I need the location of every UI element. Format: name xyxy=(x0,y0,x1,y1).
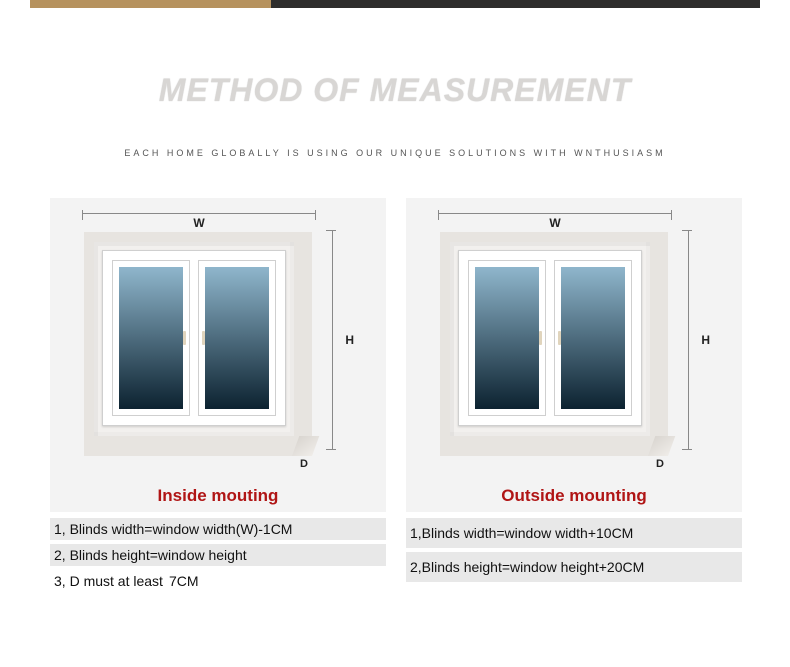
inside-rule-3-d-value: 7CM xyxy=(163,573,199,589)
top-bar-dark-segment xyxy=(271,0,760,8)
top-bar-accent-segment xyxy=(30,0,271,8)
mount-label-inside: Inside mouting xyxy=(50,486,386,506)
inside-rule-1: 1, Blinds width=window width(W)-1CM xyxy=(50,518,386,540)
dimension-width-label: W xyxy=(438,216,672,230)
page-title: METHOD OF MEASUREMENT xyxy=(0,72,790,109)
window-illustration xyxy=(84,232,312,456)
page-subtitle: EACH HOME GLOBALLY IS USING OUR UNIQUE S… xyxy=(0,148,790,158)
panel-inside-mounting: W H D Inside mouting xyxy=(50,198,386,512)
dimension-width: W xyxy=(438,210,672,228)
mount-label-outside: Outside mounting xyxy=(406,486,742,506)
window-diagram-outside: W H D xyxy=(426,208,722,468)
dimension-width-label: W xyxy=(82,216,316,230)
dimension-depth-label: D xyxy=(300,458,308,470)
outside-rule-1: 1,Blinds width=window width+10CM xyxy=(406,518,742,548)
dimension-depth-label: D xyxy=(656,458,664,470)
window-glass xyxy=(561,267,625,409)
inside-rule-3: 3, D must at least 7CM xyxy=(50,570,386,592)
dimension-height: H xyxy=(674,230,692,450)
dimension-height: H xyxy=(318,230,336,450)
window-glass xyxy=(205,267,269,409)
window-glass xyxy=(475,267,539,409)
dimension-height-label: H xyxy=(345,333,354,347)
top-accent-bar xyxy=(30,0,760,8)
dimension-height-label: H xyxy=(701,333,710,347)
panel-outside-mounting: W H D Outside mounting xyxy=(406,198,742,512)
outside-rule-2: 2,Blinds height=window height+20CM xyxy=(406,552,742,582)
window-illustration xyxy=(440,232,668,456)
window-diagram-inside: W H D xyxy=(70,208,366,468)
inside-rule-3-text: 3, D must at least xyxy=(54,573,163,589)
window-glass xyxy=(119,267,183,409)
inside-rule-2: 2, Blinds height=window height xyxy=(50,544,386,566)
dimension-width: W xyxy=(82,210,316,228)
